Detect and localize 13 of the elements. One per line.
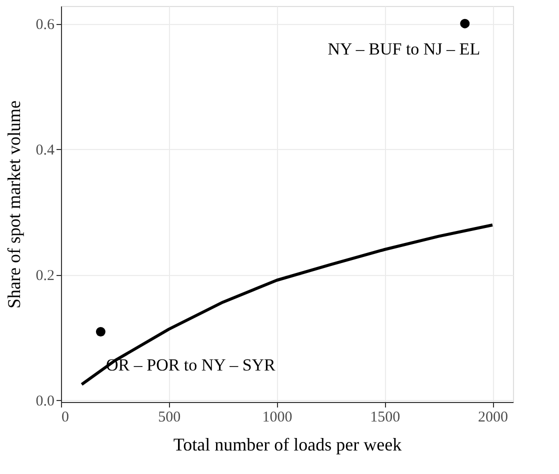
x-tick-label: 1000 [262, 410, 292, 426]
y-axis-title: Share of spot market volume [4, 100, 24, 308]
y-tick-label: 0.0 [36, 394, 54, 410]
x-tick-label: 0 [62, 410, 69, 426]
y-tick-label: 0.4 [36, 142, 55, 159]
x-tick-label: 500 [158, 410, 181, 426]
x-tick-label: 1500 [370, 410, 400, 426]
x-tick-label: 2000 [478, 410, 508, 426]
line-series [80, 224, 494, 386]
y-tick-label: 0.2 [36, 268, 54, 284]
y-tick-label: 0.6 [36, 17, 55, 34]
annotation: NY – BUF to NJ – EL [328, 40, 480, 59]
x-axis-title: Total number of loads per week [173, 434, 402, 454]
